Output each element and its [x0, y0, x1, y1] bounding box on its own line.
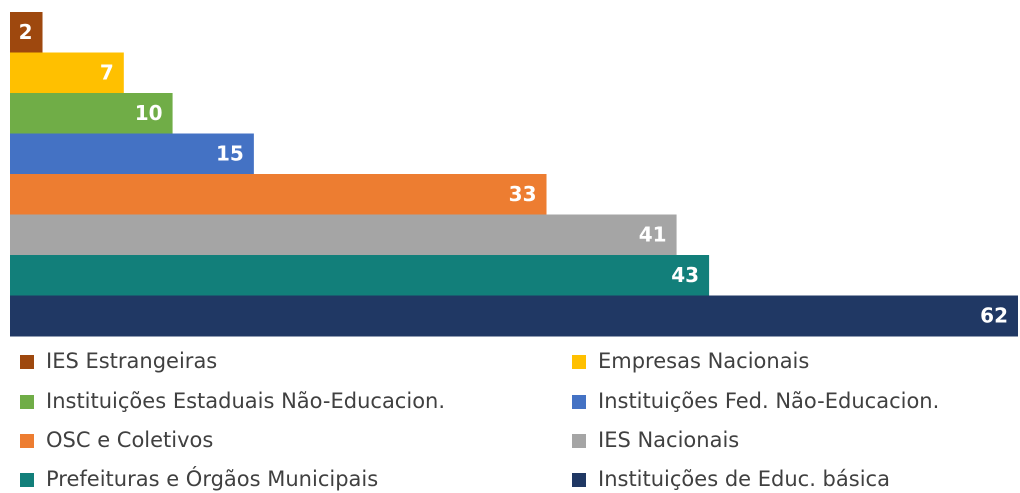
legend-label: Prefeituras e Órgãos Municipais	[46, 466, 378, 491]
legend-swatch	[572, 473, 586, 487]
data-label: 33	[509, 182, 537, 206]
data-label: 10	[135, 101, 163, 125]
legend-label: Instituições Estaduais Não-Educacion.	[46, 389, 445, 413]
bar	[10, 295, 1018, 337]
legend-label: IES Estrangeiras	[46, 349, 217, 373]
data-label: 62	[980, 303, 1008, 327]
legend-swatch	[572, 355, 586, 369]
legend-label: Instituições Fed. Não-Educacion.	[598, 389, 939, 413]
bar	[10, 174, 547, 215]
bar	[10, 255, 710, 296]
data-label: 2	[19, 20, 33, 44]
legend-label: Instituições de Educ. básica	[598, 467, 890, 491]
legend-swatch	[20, 473, 34, 487]
data-label: 41	[639, 222, 667, 246]
bar	[10, 93, 173, 134]
data-label: 7	[100, 60, 114, 84]
legend-swatch	[20, 434, 34, 448]
legend-label: IES Nacionais	[598, 428, 739, 452]
data-label: 15	[216, 141, 244, 165]
bar	[10, 12, 43, 53]
legend-swatch	[20, 395, 34, 409]
legend-swatch	[20, 355, 34, 369]
legend-swatch	[572, 395, 586, 409]
bar	[10, 133, 254, 175]
legend-swatch	[572, 434, 586, 448]
data-label: 43	[671, 263, 699, 287]
legend-label: Empresas Nacionais	[598, 349, 809, 373]
bar	[10, 214, 677, 256]
legend-label: OSC e Coletivos	[46, 428, 213, 452]
bar	[10, 52, 124, 94]
